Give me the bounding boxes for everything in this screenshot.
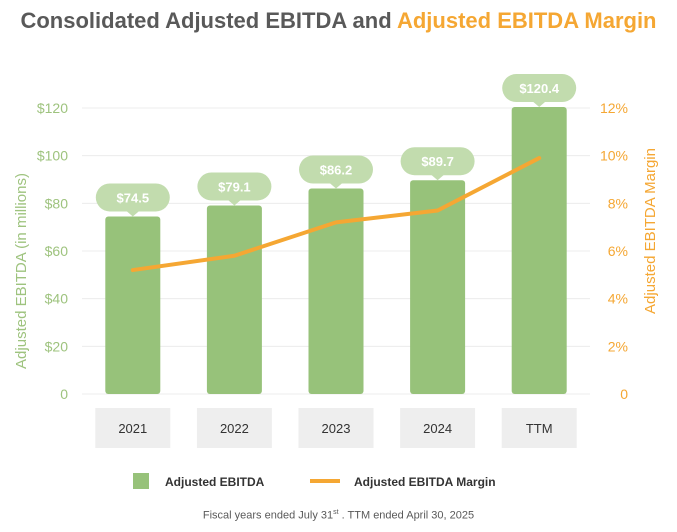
data-label-bubble — [400, 147, 475, 176]
data-label-pointer — [430, 174, 445, 181]
data-label-bubble — [197, 172, 272, 201]
bar-2022 — [206, 205, 262, 394]
y-tick-label: $80 — [45, 195, 69, 211]
x-tick-label: 2021 — [118, 421, 147, 436]
ebitda-chart: 0 $20 $40 $60 $80 $100 $120 0 2% 4% 6% 8% 10% 12% Adju… — [13, 74, 659, 489]
category-box — [298, 408, 374, 448]
title-part2: Adjusted EBITDA Margin — [396, 8, 657, 33]
category-box — [196, 408, 272, 448]
y2-tick-label: 6% — [608, 243, 628, 259]
category-box — [95, 408, 171, 448]
y-tick-label: $60 — [45, 243, 69, 259]
legend-swatch-bar — [133, 473, 149, 489]
data-label-pointer — [227, 199, 242, 206]
data-label: $120.4 — [519, 81, 560, 96]
data-label: $79.1 — [218, 179, 251, 194]
chart-title: Consolidated Adjusted EBITDA and Adjuste… — [0, 8, 677, 34]
footnote-suffix: . TTM ended April 30, 2025 — [338, 509, 475, 522]
footnote-prefix: Fiscal years ended July 31 — [202, 509, 334, 522]
y-tick-label: $120 — [37, 100, 68, 116]
data-label-pointer — [532, 101, 547, 108]
x-tick-label: 2022 — [220, 421, 249, 436]
category-box — [400, 408, 476, 448]
y2-tick-label: 2% — [608, 338, 628, 354]
data-label-bubble — [95, 183, 170, 212]
data-label: $86.2 — [320, 163, 353, 178]
footnote-superscript: st — [333, 509, 339, 516]
y-tick-label: 0 — [60, 386, 68, 402]
bar-TTM — [511, 107, 567, 395]
data-label: $89.7 — [421, 154, 454, 169]
bar-2021 — [105, 216, 161, 394]
x-tick-label: TTM — [526, 421, 553, 436]
y2-axis-title: Adjusted EBITDA Margin — [642, 148, 659, 314]
y2-tick-label: 12% — [600, 100, 628, 116]
data-label-bubble — [299, 155, 373, 184]
y-axis-title: Adjusted EBITDA (in millions) — [13, 173, 30, 369]
y-tick-label: $40 — [45, 291, 69, 307]
y-tick-label: $100 — [37, 148, 68, 164]
bar-2024 — [410, 180, 466, 394]
y2-tick-label: 4% — [608, 291, 628, 307]
x-tick-label: 2023 — [322, 421, 351, 436]
y2-tick-label: 10% — [600, 148, 628, 164]
margin-line — [130, 156, 542, 273]
x-tick-label: 2024 — [423, 421, 452, 436]
bar-2023 — [308, 188, 364, 394]
legend-label: Adjusted EBITDA — [165, 475, 265, 489]
data-label: $74.5 — [117, 190, 150, 205]
data-label-pointer — [125, 210, 140, 217]
data-label-bubble — [502, 74, 577, 103]
data-label-pointer — [329, 182, 343, 189]
category-box — [501, 408, 577, 448]
footnote: Fiscal years ended July 31st . TTM ended… — [0, 509, 677, 522]
y2-tick-label: 8% — [608, 195, 628, 211]
y2-tick-label: 0 — [620, 386, 628, 402]
title-part1: Consolidated Adjusted EBITDA — [20, 8, 347, 33]
y-tick-label: $20 — [45, 338, 69, 354]
legend-label: Adjusted EBITDA Margin — [354, 475, 496, 489]
title-connector: and — [352, 8, 392, 33]
